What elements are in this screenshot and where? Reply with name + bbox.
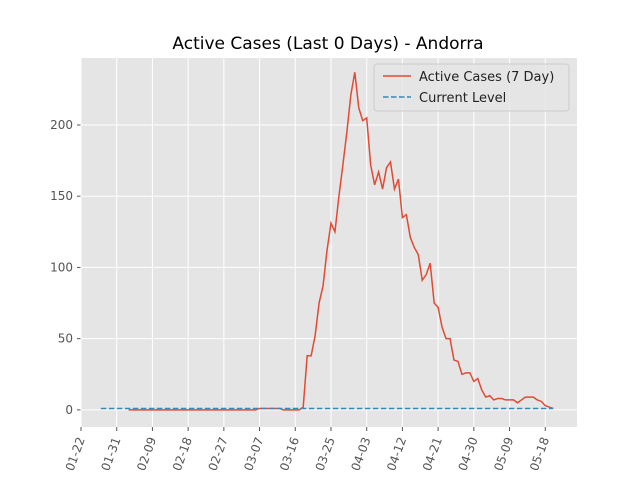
x-tick-label: 03-07 bbox=[241, 435, 266, 473]
legend-box bbox=[373, 63, 570, 112]
x-tick-label: 04-12 bbox=[384, 435, 409, 473]
x-tick-label: 03-25 bbox=[313, 435, 338, 473]
legend-label: Active Cases (7 Day) bbox=[419, 70, 554, 85]
x-tick-label: 02-18 bbox=[170, 435, 195, 473]
x-tick-label: 05-18 bbox=[527, 435, 552, 473]
x-tick-label: 01-22 bbox=[63, 435, 88, 473]
y-tick-label: 0 bbox=[65, 403, 73, 417]
x-tick-label: 01-31 bbox=[98, 435, 123, 473]
x-tick-label: 04-30 bbox=[456, 435, 481, 473]
legend-label: Current Level bbox=[419, 91, 506, 106]
x-tick-label: 03-16 bbox=[277, 435, 302, 473]
x-tick-label: 02-09 bbox=[134, 435, 159, 473]
x-tick-label: 04-03 bbox=[348, 435, 373, 473]
chart-title: Active Cases (Last 0 Days) - Andorra bbox=[172, 34, 483, 54]
y-tick-label: 100 bbox=[50, 260, 73, 274]
y-tick-label: 200 bbox=[50, 118, 73, 132]
x-tick-label: 04-21 bbox=[420, 435, 445, 473]
x-tick-label: 02-27 bbox=[206, 435, 231, 473]
data-line bbox=[128, 72, 554, 411]
y-tick-label: 150 bbox=[50, 189, 73, 203]
y-tick-label: 50 bbox=[58, 332, 73, 346]
plot-area bbox=[81, 58, 577, 427]
x-tick-label: 05-09 bbox=[491, 435, 516, 473]
